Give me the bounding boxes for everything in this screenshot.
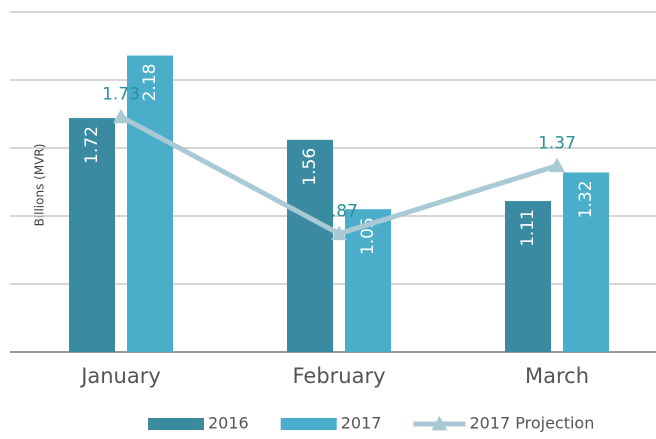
line-marker <box>549 157 565 173</box>
bar <box>69 118 115 352</box>
legend-swatch <box>280 418 337 430</box>
x-tick-label: March <box>525 364 589 388</box>
line-value-label: 1.73 <box>102 85 140 105</box>
x-tick-label: February <box>292 364 385 388</box>
bar <box>287 139 333 352</box>
bar <box>563 172 609 352</box>
line-marker <box>113 108 129 124</box>
legend-label: 2016 <box>208 414 249 433</box>
bar-value-label: 1.11 <box>518 209 538 247</box>
bar-value-label: 2.18 <box>140 64 160 102</box>
legend-label: 2017 Projection <box>469 414 594 433</box>
bar-value-label: 1.32 <box>576 180 596 218</box>
legend-swatch <box>148 418 204 430</box>
line-value-label: 0.87 <box>320 202 358 222</box>
legend-marker <box>431 416 448 431</box>
x-tick-label: January <box>79 364 161 388</box>
y-axis-label: Billions (MVR) <box>33 144 47 227</box>
legend-label: 2017 <box>341 414 382 433</box>
line-marker <box>331 225 347 241</box>
line-value-label: 1.37 <box>538 134 576 154</box>
bar-value-label: 1.72 <box>82 126 102 164</box>
bar-value-label: 1.56 <box>300 148 320 186</box>
bar <box>127 55 173 353</box>
bar <box>345 209 391 352</box>
bar <box>505 201 551 352</box>
